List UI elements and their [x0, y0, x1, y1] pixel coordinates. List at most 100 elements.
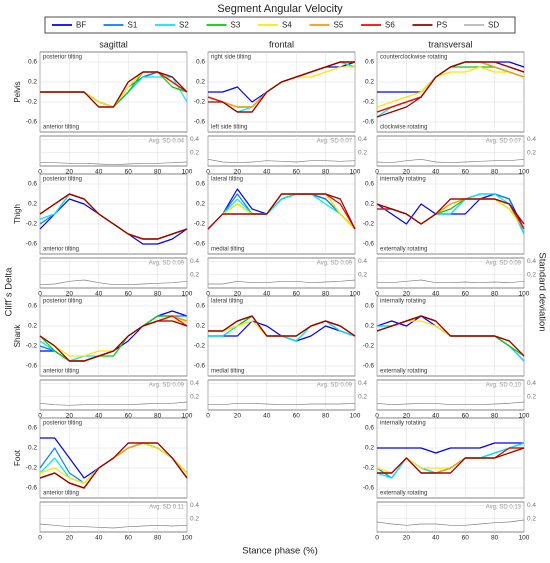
y-tick-label: -0.2	[363, 343, 375, 350]
legend-label: PS	[437, 21, 448, 30]
sd-average-label: Avg. SD 0.07	[486, 139, 522, 145]
bottom-label: anterior tilting	[43, 125, 79, 131]
sd-tick-label: 0.4	[190, 502, 199, 509]
x-tick-label: 20	[403, 535, 411, 542]
x-tick-label: 80	[154, 535, 162, 542]
x-tick-label: 40	[432, 291, 440, 298]
series-line	[376, 198, 525, 225]
x-tick-label: 40	[95, 291, 103, 298]
bottom-label: medial tilting	[211, 247, 244, 253]
x-tick-label: 0	[206, 291, 210, 298]
x-tick-label: 60	[462, 291, 470, 298]
y-tick-label: -0.2	[363, 221, 375, 228]
sd-average-label: Avg. SD 0.07	[317, 139, 353, 145]
sd-line	[40, 161, 188, 166]
x-tick-label: 60	[462, 169, 470, 176]
y-tick-label: 0.2	[365, 445, 374, 452]
bottom-label: medial tilting	[211, 369, 244, 375]
x-axis-label: Stance phase (%)	[242, 546, 318, 557]
x-tick-label: 100	[182, 413, 193, 420]
y-tick-label: 0.6	[28, 181, 37, 188]
x-tick-label: 80	[322, 169, 330, 176]
legend-label: SD	[488, 21, 499, 30]
sd-line	[208, 402, 356, 406]
x-tick-label: 100	[519, 169, 530, 176]
x-tick-label: 20	[66, 291, 74, 298]
x-tick-label: 60	[293, 291, 301, 298]
y-tick-label: 0.2	[28, 201, 37, 208]
y2-axis-label: Standard deviation	[536, 252, 547, 331]
x-tick-label: 40	[263, 291, 271, 298]
y-tick-label: 0.6	[196, 59, 205, 66]
x-tick-label: 40	[95, 535, 103, 542]
legend-label: S1	[128, 21, 138, 30]
x-tick-label: 80	[491, 291, 499, 298]
sd-plot-area	[39, 135, 188, 167]
sd-line	[207, 158, 356, 164]
series-line	[39, 442, 188, 489]
x-tick-label: 40	[95, 413, 103, 420]
x-tick-label: 40	[432, 169, 440, 176]
x-tick-label: 20	[403, 169, 411, 176]
column-title: frontal	[269, 39, 294, 49]
y-tick-label: 0.6	[365, 59, 374, 66]
x-tick-label: 0	[206, 413, 210, 420]
x-tick-label: 20	[403, 291, 411, 298]
series-line	[39, 315, 188, 362]
sd-tick-label: 0.4	[358, 258, 367, 265]
plot-area	[39, 173, 188, 255]
x-tick-label: 0	[38, 535, 42, 542]
row-label: Shank	[13, 324, 22, 348]
plot-area	[376, 417, 525, 499]
y-tick-label: -0.6	[26, 363, 38, 370]
row-label: Foot	[13, 449, 22, 466]
y-tick-label: -0.6	[26, 485, 38, 492]
sd-line	[377, 279, 525, 284]
column-title: transversal	[428, 39, 472, 49]
y-tick-label: 0.2	[365, 323, 374, 330]
sd-tick-label: 0.4	[358, 380, 367, 387]
sd-tick-label: 0.4	[527, 136, 536, 143]
sd-tick-label: 0.2	[527, 393, 536, 400]
bottom-label: anterior tilting	[43, 369, 79, 375]
bottom-label: anterior tilting	[43, 491, 79, 497]
y-tick-label: 0.6	[28, 303, 37, 310]
top-label: lateral tilting	[211, 299, 243, 305]
x-tick-label: 0	[38, 169, 42, 176]
sd-average-label: Avg. SD 0.13	[486, 505, 522, 511]
y-tick-label: 0.2	[28, 445, 37, 452]
series-line	[207, 193, 356, 230]
x-tick-label: 0	[375, 169, 379, 176]
sd-tick-label: 0.2	[358, 149, 367, 156]
top-label: internally rotating	[380, 421, 426, 427]
x-tick-label: 80	[491, 413, 499, 420]
x-tick-label: 80	[491, 535, 499, 542]
x-tick-label: 60	[125, 535, 133, 542]
bottom-label: left side tilting	[211, 125, 247, 131]
sd-tick-label: 0.2	[358, 393, 367, 400]
sd-tick-label: 0.2	[527, 515, 536, 522]
top-label: internally rotating	[380, 299, 426, 305]
x-tick-label: 20	[66, 535, 74, 542]
y-tick-label: -0.6	[26, 241, 38, 248]
series-line	[208, 61, 355, 113]
x-tick-label: 100	[519, 413, 530, 420]
sd-line	[39, 401, 188, 406]
x-tick-label: 60	[293, 169, 301, 176]
sd-average-label: Avg. SD 0.10	[486, 383, 522, 389]
series-line	[376, 66, 525, 108]
sd-tick-label: 0.4	[190, 258, 199, 265]
x-tick-label: 40	[432, 535, 440, 542]
y-tick-label: -0.6	[26, 119, 38, 126]
y-tick-label: -0.6	[363, 363, 375, 370]
sd-tick-label: 0.2	[190, 271, 199, 278]
x-tick-label: 80	[154, 291, 162, 298]
x-tick-label: 20	[234, 413, 242, 420]
x-tick-label: 20	[234, 169, 242, 176]
sd-tick-label: 0.4	[527, 258, 536, 265]
y-tick-label: -0.6	[363, 119, 375, 126]
sd-line	[376, 401, 525, 406]
y-tick-label: 0.6	[365, 425, 374, 432]
row-label: Pelvis	[13, 81, 22, 102]
y-tick-label: -0.2	[26, 221, 38, 228]
